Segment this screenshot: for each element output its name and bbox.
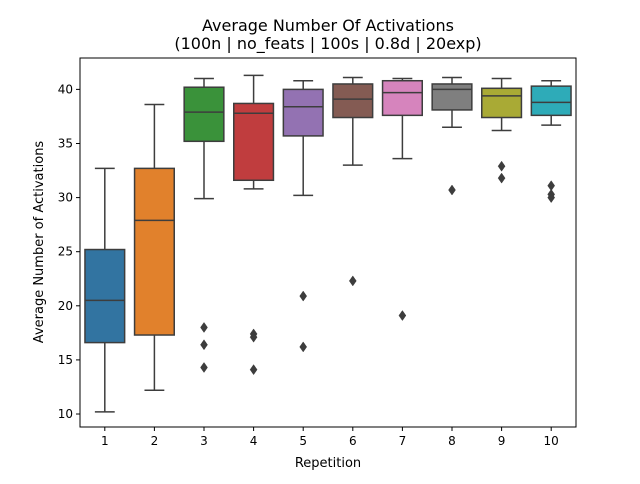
outlier-point — [200, 322, 208, 333]
box — [530, 85, 572, 117]
y-tick-label: 40 — [58, 82, 73, 96]
box-group-8 — [431, 76, 473, 196]
box — [481, 87, 523, 119]
x-tick-label: 9 — [498, 434, 506, 448]
y-tick-label: 15 — [58, 353, 73, 367]
outlier-point — [547, 192, 556, 204]
box — [233, 102, 275, 182]
box-group-1 — [84, 167, 126, 413]
box-group-5 — [282, 79, 324, 353]
outlier-point — [249, 331, 258, 343]
x-tick-label: 6 — [349, 434, 357, 448]
x-tick-label: 5 — [299, 434, 307, 448]
chart-title: Average Number Of Activations — [202, 16, 454, 35]
x-tick-label: 1 — [101, 434, 109, 448]
y-axis-label: Average Number of Activations — [32, 141, 47, 344]
y-tick-label: 20 — [58, 299, 73, 313]
box-group-7 — [381, 77, 423, 321]
chart-subtitle: (100n | no_feats | 100s | 0.8d | 20exp) — [174, 34, 481, 54]
box — [332, 83, 374, 119]
box — [282, 88, 324, 137]
plot-area: 10 15 20 25 30 35 40 1 2 3 4 5 6 7 8 9 10 — [58, 74, 572, 448]
y-tick-label: 30 — [58, 191, 73, 205]
x-tick-label: 4 — [250, 434, 258, 448]
box-group-6 — [332, 76, 374, 287]
box — [381, 79, 423, 117]
outlier-point — [299, 290, 308, 302]
x-axis-label: Repetition — [295, 456, 361, 471]
box — [84, 248, 126, 344]
y-tick-label: 35 — [58, 136, 73, 150]
box — [183, 86, 225, 143]
outlier-point — [249, 364, 258, 376]
y-tick-label: 25 — [58, 245, 73, 259]
outlier-point — [200, 339, 208, 351]
y-tick-label: 10 — [58, 407, 73, 421]
x-tick-label: 2 — [151, 434, 159, 448]
outlier-point — [348, 275, 357, 287]
outlier-point — [497, 172, 506, 184]
plot-frame — [79, 57, 577, 428]
x-tick-label: 3 — [200, 434, 208, 448]
outlier-point — [398, 310, 407, 321]
x-tick-label: 7 — [399, 434, 407, 448]
x-tick-label: 10 — [544, 434, 559, 448]
box — [133, 167, 175, 336]
outlier-point — [497, 160, 506, 172]
outlier-point — [200, 362, 208, 373]
box-group-3 — [183, 77, 225, 373]
outlier-point — [448, 184, 456, 196]
box-group-4 — [233, 74, 275, 376]
outlier-point — [299, 341, 308, 353]
box-group-10 — [530, 79, 572, 204]
box-group-2 — [133, 103, 175, 391]
x-tick-label: 8 — [448, 434, 456, 448]
box — [431, 83, 473, 111]
box-group-9 — [481, 77, 523, 184]
